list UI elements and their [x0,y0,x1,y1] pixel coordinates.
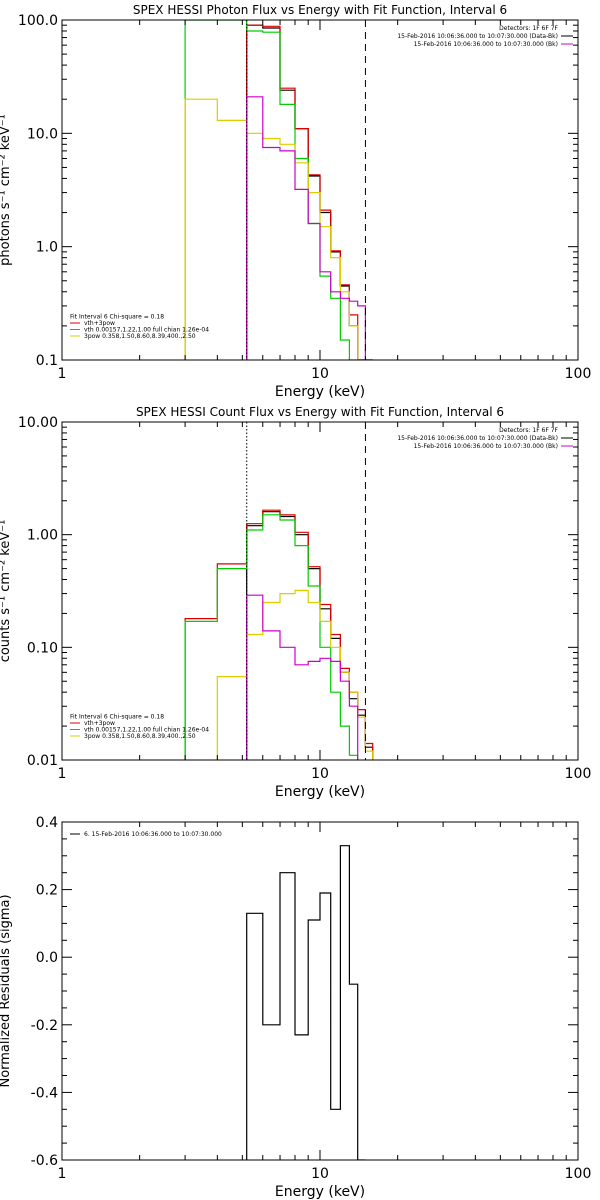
chart-2: 1 10 100 0.01 0.10 1.00 10.00 SPEX HESSI Count … [0,405,591,800]
series-line-1 [246,845,366,1160]
y-axis-label: Normalized Residuals (sigma) [0,894,13,1087]
legend-entry: 3pow 0.358,1.50,8.60,8.39,400.,2.50 [84,333,196,340]
y-tick-label: 10.00 [18,415,58,431]
y-tick-label: 0.2 [36,883,58,899]
x-tick-label: 100 [565,766,592,782]
legend-entry: Fit Interval 6 Chi-square = 0.18 [70,314,164,321]
legend-entry: Detectors: 1F 6F 7F [499,25,558,32]
y-tick-label: 100.0 [18,13,58,29]
x-tick-label: 1 [58,766,67,782]
legend-entry: vth+3pow [84,720,115,727]
legend-entry: 15-Feb-2016 10:06:36.000 to 10:07:30.000… [414,41,558,48]
x-tick-label: 10 [311,1166,329,1182]
x-axis-label: Energy (keV) [275,1184,365,1200]
legend-entry: vth 0.00157,1.22,1.00 full chian 1.26e-0… [84,727,209,734]
y-tick-label: 1.00 [27,528,58,544]
x-axis-label: Energy (keV) [275,784,365,800]
legend-entry: Fit Interval 6 Chi-square = 0.18 [70,714,164,721]
y-tick-label: 0.0 [36,950,58,966]
x-tick-label: 1 [58,1166,67,1182]
y-tick-label: -0.2 [31,1018,58,1034]
legend-entry: 6. 15-Feb-2016 10:06:36.000 to 10:07:30.… [84,831,222,838]
chart-1: 1 10 100 0.1 1.0 10.0 100.0 SPEX HESSI Photon F… [0,3,591,400]
y-tick-label: 0.01 [27,753,58,769]
y-axis-label: photons s⁻¹ cm⁻² keV⁻¹ [0,114,13,266]
y-axis-label: counts s⁻¹ cm⁻² keV⁻¹ [0,520,13,663]
x-tick-label: 10 [311,366,329,382]
x-tick-label: 1 [58,366,67,382]
plot-frame [61,821,579,1161]
x-tick-label: 100 [565,366,592,382]
legend-entry: 15-Feb-2016 10:06:36.000 to 10:07:30.000… [414,443,558,450]
y-tick-label: -0.6 [31,1153,58,1169]
y-tick-label: 0.4 [36,815,58,831]
legend-entry: 15-Feb-2016 10:06:36.000 to 10:07:30.000… [397,435,558,442]
series-line-3 [184,20,373,360]
legend-entry: vth+3pow [84,320,115,327]
legend-entry: 3pow 0.358,1.50,8.60,8.39,400.,2.50 [84,733,196,740]
series-line-5 [246,594,359,760]
y-tick-label: 1.0 [36,240,58,256]
series-line-3 [184,514,359,760]
series-line-5 [246,96,366,360]
legend-entry: 15-Feb-2016 10:06:36.000 to 10:07:30.000… [397,33,558,40]
y-tick-label: -0.4 [31,1085,58,1101]
x-axis-label: Energy (keV) [275,384,365,400]
chart-title: SPEX HESSI Count Flux vs Energy with Fit… [136,405,504,419]
series-line-1 [246,511,374,760]
x-tick-label: 100 [565,1166,592,1182]
legend-entry: vth 0.00157,1.22,1.00 full chian 1.26e-0… [84,327,209,334]
y-tick-label: 0.10 [27,640,58,656]
x-tick-label: 10 [311,766,329,782]
series-line-4 [184,98,373,360]
chart-3: 1 10 100 -0.6 -0.4 -0.2 0.0 0.2 0.4 Energy (keV) N… [0,815,591,1200]
y-tick-label: 10.0 [27,126,58,142]
y-tick-label: 0.1 [36,353,58,369]
series-line-2 [184,509,374,760]
legend-entry: Detectors: 1F 6F 7F [499,427,558,434]
chart-title: SPEX HESSI Photon Flux vs Energy with Fi… [133,3,507,17]
